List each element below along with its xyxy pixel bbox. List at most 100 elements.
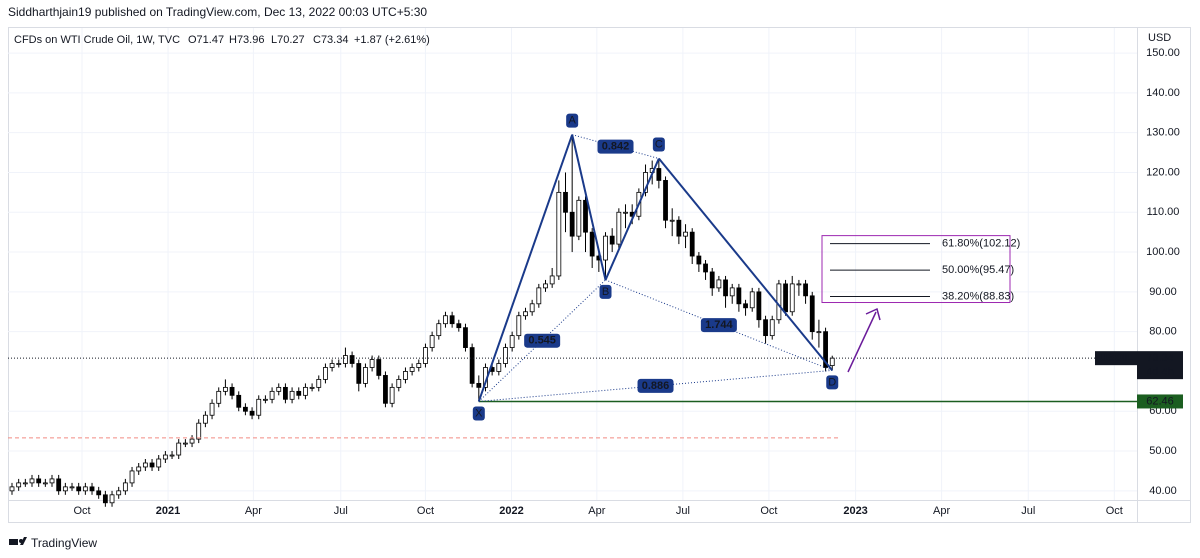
candle-body	[803, 283, 808, 297]
ratio-badge	[597, 139, 634, 154]
chart-frame	[8, 27, 1191, 523]
candle-body	[463, 327, 468, 348]
candle-body	[62, 486, 68, 492]
candle-body	[49, 478, 55, 484]
candle-body	[336, 363, 342, 365]
candle-body	[196, 422, 202, 440]
candle-body	[669, 219, 675, 222]
candle-body	[609, 235, 615, 245]
candle-body	[189, 438, 195, 444]
candle-body	[589, 231, 595, 257]
fib-level-label: 50.00%(95.47)	[942, 264, 1014, 276]
candle-body	[149, 462, 155, 468]
logo-mark	[9, 539, 18, 545]
candle-body	[236, 394, 242, 408]
level-badge	[1137, 394, 1183, 409]
candle-body	[476, 382, 482, 388]
pattern-leg	[571, 134, 607, 281]
candle-body	[29, 478, 35, 484]
y-tick-label: 140.00	[1146, 87, 1180, 99]
candle-body	[136, 466, 142, 472]
candle-body	[122, 482, 128, 492]
candle-body	[783, 283, 788, 313]
candle-body	[709, 271, 715, 289]
candle-body	[556, 191, 562, 277]
candle-body	[309, 386, 315, 389]
candle-body	[263, 398, 268, 401]
candle-body	[96, 490, 102, 496]
pattern-point-label: X	[475, 407, 483, 419]
candle-body	[356, 363, 362, 384]
pattern-point-badge	[472, 406, 485, 421]
candle-body	[743, 303, 748, 309]
candle-body	[416, 363, 422, 368]
symbol-badge	[1095, 351, 1137, 366]
candle-body	[809, 295, 815, 333]
grid: 40.0050.0060.0080.0090.00100.00110.00120…	[8, 28, 1180, 517]
candle-body	[289, 390, 295, 400]
candle-body	[796, 283, 802, 286]
candle-body	[363, 367, 368, 384]
x-tick-label: Oct	[417, 505, 434, 517]
candle-body	[56, 478, 62, 492]
candle-body	[256, 398, 262, 416]
candle-body	[729, 287, 735, 297]
candle-body	[209, 402, 215, 416]
pattern-leg	[604, 158, 660, 281]
plot	[9, 134, 835, 507]
ratio-badge	[700, 318, 737, 333]
y-axis-unit: USD	[1148, 32, 1171, 44]
candle-body	[9, 486, 15, 492]
fib-level-label: 61.80%(102.12)	[942, 238, 1020, 250]
footer-brand: TradingView	[31, 536, 97, 550]
candle-body	[663, 180, 668, 221]
candle-body	[69, 486, 75, 489]
candle-body	[16, 482, 22, 488]
candle-body	[142, 462, 148, 468]
pattern-point-label: B	[602, 286, 609, 298]
candle-body	[563, 191, 568, 213]
candle-body	[429, 335, 435, 348]
candle-body	[829, 357, 835, 367]
overlay: 62.46 USOIL 73.34 4d 4h 0.545 0.842 1.744 0.886…	[8, 113, 1183, 439]
candle-body	[676, 219, 682, 237]
x-tick-label: Apr	[933, 505, 950, 517]
candle-body	[776, 283, 782, 321]
candle-body	[216, 390, 222, 404]
candle-body	[249, 410, 255, 416]
pattern-point-badge	[652, 137, 665, 152]
candle-body	[349, 355, 355, 364]
candle-body	[229, 386, 235, 396]
symbol-label: USOIL	[1099, 352, 1133, 364]
candle-body	[683, 231, 688, 237]
candle-body	[449, 315, 455, 325]
candle-body	[549, 275, 555, 285]
candle-body	[376, 359, 382, 376]
candle-body	[156, 458, 162, 468]
pattern-point-label: D	[828, 376, 836, 388]
y-tick-label: 100.00	[1146, 246, 1180, 258]
candle-body	[316, 379, 322, 388]
y-tick-label: 150.00	[1146, 47, 1180, 59]
candle-body	[569, 211, 575, 237]
x-tick-label: Oct	[1106, 505, 1123, 517]
tradingview-logo: TradingView	[9, 536, 97, 550]
candle-body	[523, 311, 528, 317]
candle-body	[716, 279, 722, 289]
last-price-label: 73.34	[1146, 352, 1174, 364]
candle-body	[509, 335, 515, 348]
candle-body	[176, 442, 182, 456]
candle-body	[42, 482, 48, 485]
fib-level-label: 38.20%(88.83)	[942, 290, 1014, 302]
candle-body	[409, 367, 415, 372]
candle-body	[303, 386, 308, 396]
ratio-label: 1.744	[705, 319, 733, 331]
candle-body	[503, 347, 508, 364]
candle-body	[283, 386, 288, 400]
y-tick-label: 80.00	[1149, 326, 1177, 338]
ratio-label: 0.545	[528, 335, 556, 347]
x-tick-label: Jul	[1021, 505, 1035, 517]
candle-body	[543, 283, 548, 289]
candle-body	[789, 283, 795, 313]
